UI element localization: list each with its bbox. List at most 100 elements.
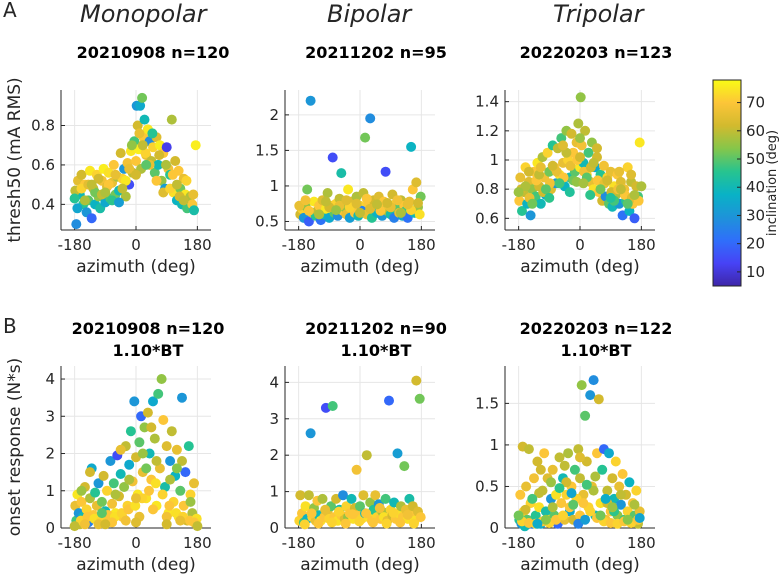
data-point: [302, 184, 313, 195]
data-point: [167, 169, 178, 180]
data-point: [131, 493, 141, 504]
data-point: [610, 456, 621, 467]
y-tick-label: 0: [269, 519, 279, 537]
data-point: [595, 510, 606, 521]
panel-letter-b: B: [3, 314, 17, 338]
chart-subtitle-b3: 1.10*BT: [560, 341, 632, 360]
data-point: [300, 501, 311, 512]
data-point: [513, 187, 524, 198]
scatter-panel-a3: -180 0 180 0.6 0.8 1 1.2 1.4 azimuth (deg): [475, 90, 656, 277]
data-point: [351, 198, 362, 209]
data-point: [636, 181, 647, 192]
data-point: [76, 169, 87, 180]
data-point: [157, 489, 168, 500]
data-point: [161, 511, 172, 522]
data-point: [185, 489, 196, 500]
data-point: [102, 485, 112, 496]
data-point: [374, 503, 385, 513]
colorbar-tick-label: 70: [746, 94, 765, 112]
data-point: [115, 444, 126, 455]
data-point: [137, 92, 148, 103]
data-point: [124, 459, 135, 470]
data-point: [171, 179, 182, 190]
data-point: [523, 166, 534, 177]
data-point: [153, 159, 164, 170]
data-point: [177, 392, 187, 403]
data-point: [71, 219, 82, 230]
data-point: [144, 485, 154, 496]
y-tick-label: 1: [269, 177, 279, 195]
data-point: [554, 452, 565, 463]
y-tick-label: 1.2: [475, 122, 499, 140]
data-point: [142, 407, 153, 418]
data-point: [406, 141, 417, 152]
data-point: [336, 168, 347, 179]
data-point: [615, 499, 626, 510]
data-point: [414, 209, 425, 220]
data-point: [355, 207, 365, 218]
data-point: [602, 485, 613, 496]
data-point: [299, 519, 310, 530]
data-point: [331, 205, 342, 216]
scatter-panel-a2: -180 0 180 0.5 1 1.5 2 azimuth (deg): [255, 90, 436, 277]
y-axis-label: onset response (N*s): [5, 358, 25, 537]
data-point: [520, 181, 531, 192]
data-point: [161, 142, 172, 153]
column-title-tripolar: Tripolar: [553, 0, 644, 28]
y-tick-label: 1: [269, 483, 279, 501]
data-point: [166, 426, 177, 437]
data-point: [622, 514, 633, 525]
data-point: [303, 490, 314, 501]
y-tick-label: 0.6: [475, 209, 499, 227]
data-point: [132, 120, 143, 131]
data-point: [575, 473, 585, 484]
data-point: [131, 517, 141, 528]
x-tick-label: 0: [131, 236, 141, 254]
data-point: [517, 206, 527, 216]
data-point: [343, 184, 354, 195]
data-point: [147, 128, 158, 139]
data-point: [114, 197, 124, 208]
y-tick-label: 0.8: [31, 116, 55, 134]
data-point: [119, 482, 130, 492]
data-point: [395, 207, 406, 218]
data-point: [160, 482, 170, 492]
y-tick-label: 3: [269, 410, 279, 428]
x-tick-label: -180: [502, 236, 536, 254]
data-point: [338, 490, 348, 501]
data-point: [129, 396, 140, 407]
data-point: [380, 166, 391, 177]
data-point: [622, 198, 633, 209]
data-point: [175, 485, 186, 496]
data-point: [327, 401, 338, 411]
data-point: [341, 195, 352, 206]
data-point: [151, 175, 162, 186]
data-point: [575, 133, 585, 144]
x-tick-label: -180: [58, 534, 92, 552]
data-point: [523, 444, 534, 455]
data-point: [411, 375, 422, 386]
data-point: [110, 489, 121, 500]
data-point: [556, 498, 567, 509]
colorbar-label: inclination (deg): [765, 130, 780, 236]
data-point: [529, 473, 539, 484]
data-point: [415, 512, 426, 523]
x-tick-label: -180: [282, 236, 316, 254]
data-point: [130, 500, 141, 511]
data-point: [368, 517, 378, 528]
data-point: [98, 470, 109, 481]
data-point: [171, 463, 182, 474]
data-point: [340, 518, 351, 529]
data-point: [333, 506, 344, 517]
data-point: [581, 479, 592, 490]
chart-subtitle-b2: 1.10*BT: [340, 341, 412, 360]
data-point: [190, 140, 201, 151]
data-point: [181, 175, 192, 186]
data-point: [164, 500, 175, 511]
data-point: [135, 100, 146, 111]
data-point: [527, 198, 538, 209]
data-point: [626, 169, 637, 180]
chart-title-b2: 20211202 n=90: [305, 319, 447, 338]
data-point: [320, 504, 331, 515]
